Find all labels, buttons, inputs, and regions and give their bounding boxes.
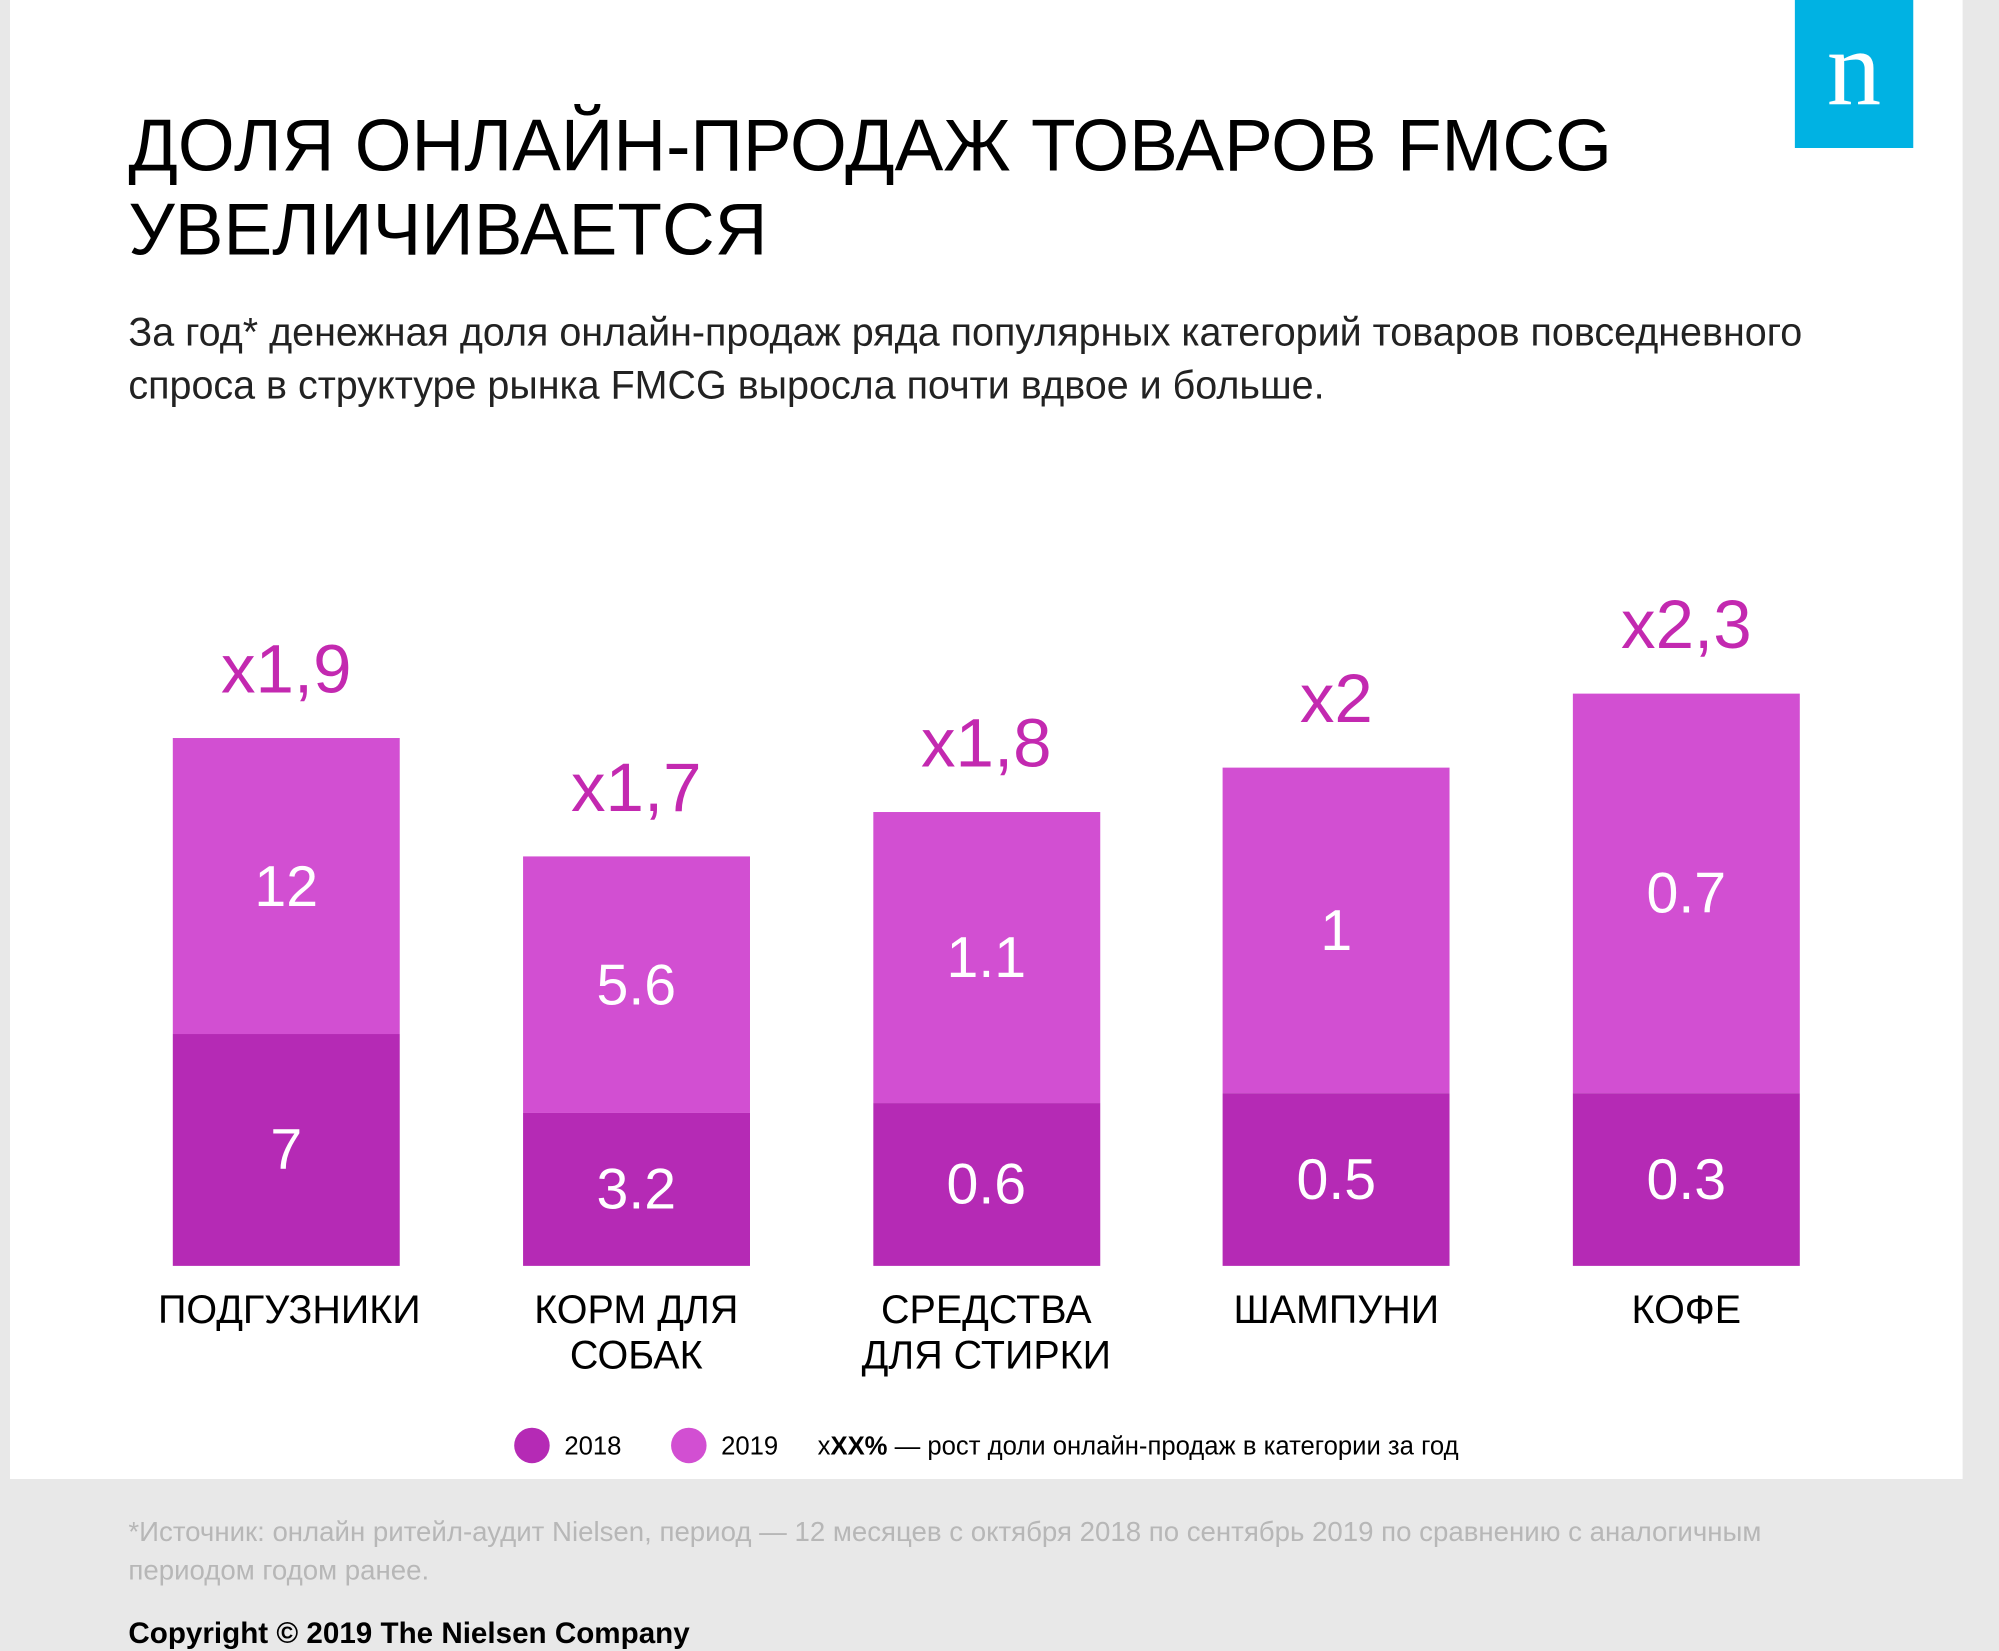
segment-2018: 0.3 xyxy=(1573,1093,1800,1266)
chart-column: х2 10.5 xyxy=(1208,659,1465,1266)
category-label: ПОДГУЗНИКИ xyxy=(158,1288,415,1379)
segment-2018: 0.5 xyxy=(1223,1093,1450,1266)
legend-note-suffix: — рост доли онлайн-продаж в категории за… xyxy=(887,1430,1458,1460)
legend-note-prefix: x xyxy=(818,1430,831,1460)
bar-stack: 10.5 xyxy=(1223,768,1450,1266)
legend: 2018 2019 xXX% — рост доли онлайн-продаж … xyxy=(128,1428,1844,1464)
multiplier-label: х1,9 xyxy=(221,629,352,708)
category-label: СРЕДСТВА ДЛЯ СТИРКИ xyxy=(858,1288,1115,1379)
legend-items: 2018 2019 xyxy=(514,1428,778,1464)
chart-columns: х1,9 127 х1,7 5.63.2 х1,8 1.10.6 х2 10.5 х2,3 0.7… xyxy=(128,467,1844,1266)
multiplier-label: х2 xyxy=(1300,659,1373,738)
category-label: КОФЕ xyxy=(1558,1288,1815,1379)
segment-2019: 0.7 xyxy=(1573,694,1800,1094)
slide-title: ДОЛЯ ОНЛАЙН-ПРОДАЖ ТОВАРОВ FMCG УВЕЛИЧИВ… xyxy=(128,104,1844,272)
legend-swatch xyxy=(671,1428,707,1464)
content-area: ДОЛЯ ОНЛАЙН-ПРОДАЖ ТОВАРОВ FMCG УВЕЛИЧИВ… xyxy=(128,104,1844,1420)
bar-stack: 0.70.3 xyxy=(1573,694,1800,1266)
multiplier-label: х2,3 xyxy=(1621,585,1752,664)
chart: х1,9 127 х1,7 5.63.2 х1,8 1.10.6 х2 10.5 х2,3 0.7… xyxy=(128,467,1844,1266)
legend-note-bold: XX% xyxy=(830,1430,887,1460)
copyright: Copyright © 2019 The Nielsen Company xyxy=(128,1618,1844,1651)
bar-stack: 1.10.6 xyxy=(873,812,1100,1266)
legend-swatch xyxy=(514,1428,550,1464)
chart-column: х1,8 1.10.6 xyxy=(858,703,1115,1265)
legend-note: xXX% — рост доли онлайн-продаж в категор… xyxy=(818,1430,1459,1461)
multiplier-label: х1,8 xyxy=(921,703,1052,782)
segment-2019: 12 xyxy=(173,738,400,1034)
segment-2019: 5.6 xyxy=(523,856,750,1113)
category-labels-row: ПОДГУЗНИКИ КОРМ ДЛЯ СОБАК СРЕДСТВА ДЛЯ СТИ… xyxy=(128,1288,1844,1379)
segment-2019: 1 xyxy=(1223,768,1450,1094)
chart-column: х1,9 127 xyxy=(158,629,415,1265)
segment-2018: 3.2 xyxy=(523,1113,750,1266)
segment-2018: 7 xyxy=(173,1034,400,1266)
segment-2019: 1.1 xyxy=(873,812,1100,1103)
slide-subtitle: За год* денежная доля онлайн-продаж ряда… xyxy=(128,306,1825,413)
chart-column: х2,3 0.70.3 xyxy=(1558,585,1815,1266)
bar-stack: 127 xyxy=(173,738,400,1266)
segment-2018: 0.6 xyxy=(873,1103,1100,1266)
source-footnote: *Источник: онлайн ритейл-аудит Nielsen, … xyxy=(128,1513,1844,1590)
legend-item: 2018 xyxy=(514,1428,621,1464)
legend-label: 2019 xyxy=(721,1430,778,1461)
legend-label: 2018 xyxy=(564,1430,621,1461)
multiplier-label: х1,7 xyxy=(571,748,702,827)
bar-stack: 5.63.2 xyxy=(523,856,750,1265)
category-label: КОРМ ДЛЯ СОБАК xyxy=(508,1288,765,1379)
legend-item: 2019 xyxy=(671,1428,778,1464)
slide: n ДОЛЯ ОНЛАЙН-ПРОДАЖ ТОВАРОВ FMCG УВЕЛИЧ… xyxy=(10,0,1963,1479)
category-label: ШАМПУНИ xyxy=(1208,1288,1465,1379)
chart-column: х1,7 5.63.2 xyxy=(508,748,765,1266)
